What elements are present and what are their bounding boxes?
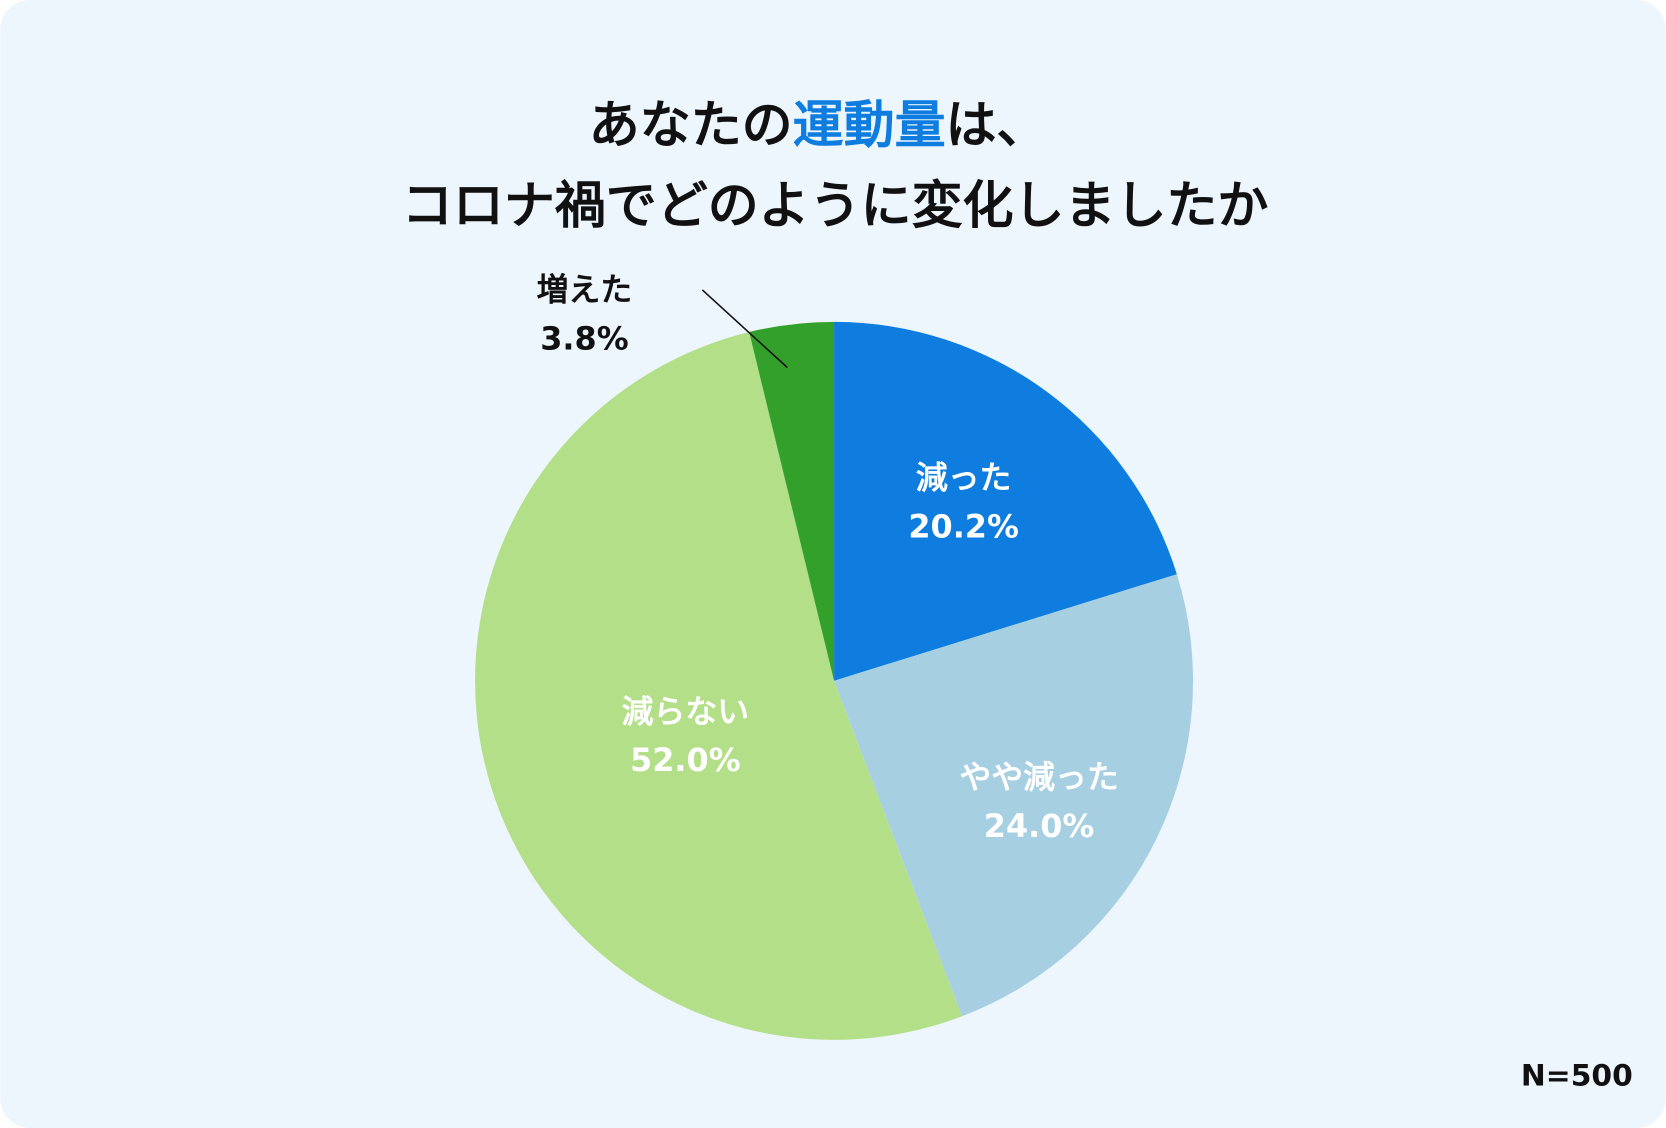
slice-value-label: 3.8% — [540, 319, 628, 357]
slice-category-label: 増えた — [537, 271, 633, 309]
title-part: は、 — [946, 96, 1048, 155]
slice-category-label: やや減った — [959, 758, 1118, 796]
leader-line — [701, 289, 788, 369]
slice-value-label: 52.0% — [630, 741, 741, 779]
title-highlight: 運動量 — [793, 96, 946, 155]
title-part: あなたの — [589, 96, 793, 155]
chart-title-line1: あなたの運動量は、 — [589, 96, 1048, 155]
slice-category-label: 減った — [916, 459, 1012, 497]
sample-size-note: N=500 — [1521, 1059, 1633, 1094]
slice-value-label: 20.2% — [908, 507, 1019, 545]
pie-slice-1 — [834, 321, 1177, 681]
chart-title-line2: コロナ禍でどのように変化しましたか — [402, 177, 1268, 236]
pie-slice-4 — [749, 321, 835, 681]
slice-value-label: 24.0% — [984, 807, 1095, 845]
pie-slice-2 — [834, 574, 1194, 1017]
slice-category-label: 減らない — [622, 692, 749, 730]
pie-slice-3 — [475, 332, 963, 1040]
